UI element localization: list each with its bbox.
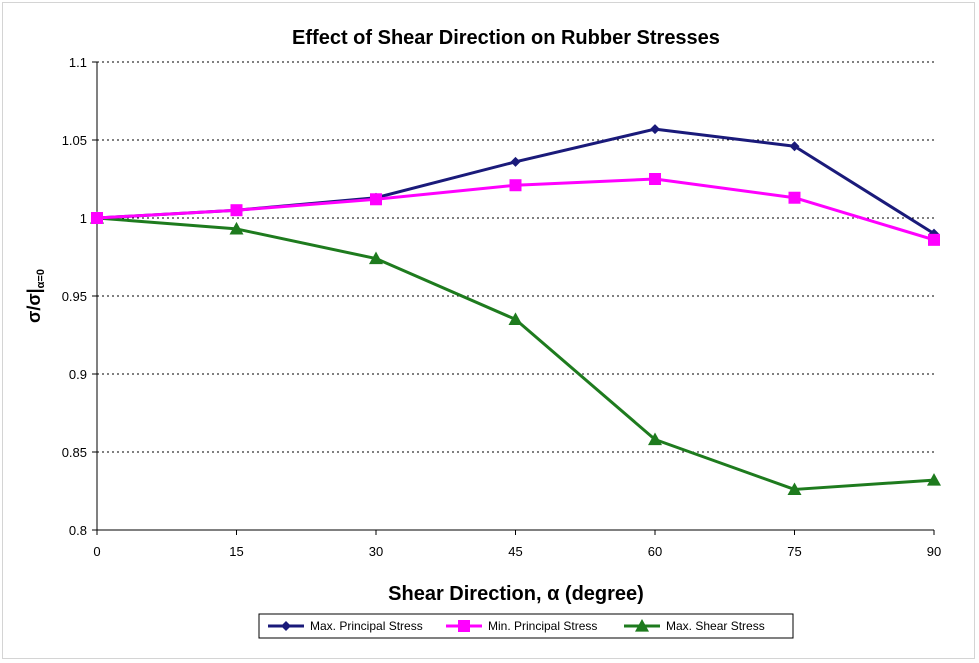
data-point: [927, 473, 941, 486]
gridlines: [97, 61, 934, 453]
data-point: [648, 432, 662, 446]
series-triangle: [90, 211, 941, 496]
data-point: [510, 156, 521, 167]
legend-swatch-marker: [458, 620, 470, 632]
data-point: [788, 191, 801, 204]
legend: Max. Principal Stress Min. Principal Stre…: [258, 613, 794, 639]
x-axis-label: Shear Direction, α (degree): [388, 583, 644, 605]
data-point: [509, 179, 522, 192]
legend-label: Max. Shear Stress: [666, 619, 765, 633]
data-point: [508, 312, 523, 325]
data-point: [787, 482, 802, 496]
legend-label: Min. Principal Stress: [488, 619, 597, 633]
x-tick-label: 30: [369, 544, 383, 559]
y-tick-label: 1.1: [69, 55, 87, 70]
y-axis-label-main: σ/σ|: [24, 288, 44, 323]
data-point: [230, 204, 243, 217]
x-tick-label: 75: [787, 544, 801, 559]
x-tick-label: 90: [927, 544, 941, 559]
legend-box: [258, 613, 794, 639]
y-tick-labels: 0.8 0.85 0.9 0.95 1 1.05 1.1: [62, 55, 97, 538]
data-point: [928, 233, 940, 246]
y-tick-label: 0.85: [62, 445, 87, 460]
y-tick-label: 1.05: [62, 133, 87, 148]
x-tick-label: 45: [508, 544, 522, 559]
y-tick-label: 0.9: [69, 367, 87, 382]
data-point: [229, 221, 244, 235]
series-line: [96, 216, 935, 491]
legend-swatch-marker: [281, 621, 291, 631]
series-group: [90, 124, 941, 496]
data-point: [789, 141, 800, 152]
data-point: [370, 193, 382, 206]
x-tick-labels: 0 15 30 45 60 75 90: [93, 530, 941, 559]
chart-title: Effect of Shear Direction on Rubber Stre…: [292, 27, 720, 49]
x-tick-label: 15: [229, 544, 243, 559]
y-axis-label-subscript: α=0: [35, 269, 47, 288]
y-tick-label: 0.8: [69, 523, 87, 538]
x-tick-label: 0: [93, 544, 100, 559]
legend-swatch-marker: [635, 619, 649, 632]
legend-label: Max. Principal Stress: [310, 619, 423, 633]
data-point: [650, 124, 660, 135]
x-tick-label: 60: [648, 544, 662, 559]
data-point: [369, 251, 383, 265]
data-point: [91, 212, 103, 224]
data-point: [649, 173, 661, 185]
y-tick-label: 1: [80, 211, 87, 226]
series-square: [91, 173, 940, 246]
y-axis-label: σ/σ|α=0: [24, 269, 47, 323]
y-tick-label: 0.95: [62, 289, 87, 304]
